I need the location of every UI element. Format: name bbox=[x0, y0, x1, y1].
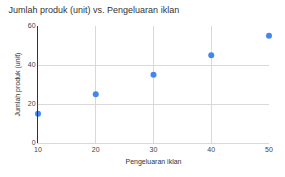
svg-text:Pengeluaran iklan: Pengeluaran iklan bbox=[125, 158, 181, 166]
svg-text:20: 20 bbox=[92, 146, 100, 153]
svg-text:60: 60 bbox=[28, 22, 36, 29]
svg-text:40: 40 bbox=[28, 61, 36, 68]
svg-text:Jumlah produk (unit): Jumlah produk (unit) bbox=[14, 53, 22, 117]
svg-text:20: 20 bbox=[28, 100, 36, 107]
svg-text:30: 30 bbox=[150, 146, 158, 153]
svg-text:10: 10 bbox=[34, 146, 42, 153]
svg-text:50: 50 bbox=[265, 146, 273, 153]
svg-text:Jumlah produk (unit) vs. Penge: Jumlah produk (unit) vs. Pengeluaran ikl… bbox=[9, 5, 180, 15]
svg-text:40: 40 bbox=[207, 146, 215, 153]
svg-text:0: 0 bbox=[32, 139, 36, 146]
